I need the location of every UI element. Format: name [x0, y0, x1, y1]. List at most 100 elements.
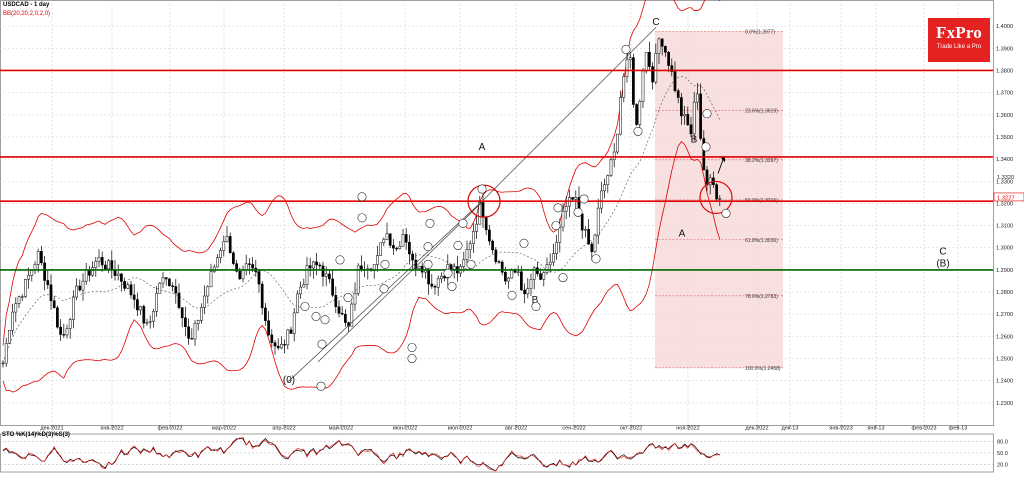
candle-body	[8, 330, 11, 344]
sub-wave-marker	[311, 311, 321, 321]
sub-wave-marker	[701, 142, 711, 152]
fib-level-label: 78.6%(1.2783)	[745, 294, 778, 300]
candle-body	[62, 334, 66, 336]
candle-body	[299, 286, 302, 295]
candle-body	[612, 151, 616, 161]
x-tick-label: июл-2022	[448, 426, 473, 432]
candle-body	[331, 278, 334, 296]
x-tick-label: май-2022	[329, 425, 353, 432]
candle-body	[411, 253, 414, 261]
candle-body	[398, 246, 402, 249]
candle-body	[481, 202, 485, 218]
candle-body	[203, 295, 206, 308]
candle-body	[539, 273, 542, 280]
candle-body	[129, 284, 133, 296]
price-axis: 1.4000 1.3900 1.3800 1.3700 1.3600 1.3500 1.34…	[993, 24, 1024, 407]
candle-body	[376, 255, 379, 265]
candle-body	[510, 269, 514, 279]
candle-body	[235, 263, 238, 272]
candle-body	[283, 344, 286, 346]
candle-body	[200, 307, 203, 321]
y-tick-label: 1.2500	[996, 357, 1013, 363]
sub-wave-marker	[443, 268, 453, 278]
candle-body	[97, 257, 101, 262]
candle-body	[321, 265, 325, 277]
candle-body	[449, 264, 453, 270]
x-tick-label: дек-13	[782, 426, 799, 432]
candle-body	[526, 288, 530, 295]
x-tick-label: янв-13	[867, 426, 884, 432]
candle-body	[472, 231, 475, 244]
candle-body	[17, 296, 21, 304]
sub-wave-marker	[316, 381, 326, 391]
candle-body	[632, 57, 635, 105]
candle-body	[388, 233, 392, 246]
candle-body	[715, 184, 718, 200]
y-tick-label: 1.3700	[996, 91, 1013, 97]
candle-body	[132, 294, 136, 300]
candle-body	[625, 59, 629, 77]
candle-body	[385, 233, 389, 240]
candle-body	[225, 236, 229, 242]
stochastic-panel: 80.0 50.0 20.0	[0, 433, 1008, 473]
candle-body	[404, 234, 408, 243]
candle-body	[545, 264, 549, 273]
candle-body	[635, 104, 638, 125]
x-tick-label: янв-2023	[829, 426, 852, 432]
candle-body	[190, 338, 194, 340]
current-price-box	[993, 192, 1024, 202]
candle-body	[152, 311, 155, 322]
candle-body	[228, 236, 232, 254]
candle-body	[564, 205, 568, 212]
sub-wave-marker	[407, 342, 417, 352]
candle-body	[84, 269, 88, 282]
candle-body	[104, 264, 107, 270]
x-tick-label: окт-2022	[620, 426, 643, 432]
candle-body	[465, 249, 469, 260]
wave-label: C	[652, 17, 659, 28]
candle-body	[315, 261, 318, 266]
candle-body	[43, 262, 46, 281]
y-tick-label: 1.3800	[996, 68, 1013, 74]
wave-labels: C A B A B C (B) (0)	[283, 17, 950, 391]
candle-body	[702, 138, 706, 171]
candle-body	[584, 229, 587, 231]
candle-body	[504, 271, 507, 282]
sub-wave-marker	[423, 259, 433, 269]
x-tick-label: авг-2022	[505, 426, 527, 432]
candle-body	[644, 52, 648, 72]
candle-body	[696, 93, 699, 103]
horizontal-levels	[0, 69, 993, 271]
current-price-label: 1.3227	[997, 195, 1015, 201]
candle-body	[497, 261, 501, 263]
candle-body	[616, 133, 619, 153]
y-tick-label: 1.3200	[996, 201, 1013, 207]
candle-body	[520, 271, 523, 291]
candle-body	[641, 70, 645, 102]
candle-body	[238, 270, 242, 280]
sub-wave-marker	[425, 218, 435, 228]
candle-body	[257, 271, 261, 285]
candle-body	[56, 307, 59, 328]
y-tick-label: 1.2800	[996, 290, 1013, 296]
candle-body	[475, 223, 478, 232]
candle-body	[356, 265, 360, 294]
wave-line-secondary	[317, 202, 483, 363]
candle-body	[142, 306, 146, 324]
logo-tagline: Trade Like a Pro	[936, 44, 982, 50]
candle-body	[296, 293, 299, 314]
sub-wave-marker	[380, 259, 390, 269]
sub-wave-marker	[721, 208, 731, 218]
candle-body	[251, 264, 254, 269]
candle-body	[344, 313, 347, 323]
candle-body	[216, 257, 219, 268]
candle-body	[289, 329, 293, 334]
x-tick-label: июн-2022	[393, 426, 418, 432]
candle-body	[174, 286, 178, 294]
time-axis: дек-2021 янв-2022 фев-2022 мар-2022 апр-2022…	[40, 425, 967, 432]
candle-body	[673, 71, 677, 91]
fib-level-label: 23.6%(1.3619)	[745, 109, 778, 115]
candle-body	[571, 197, 574, 200]
candle-body	[305, 265, 309, 285]
